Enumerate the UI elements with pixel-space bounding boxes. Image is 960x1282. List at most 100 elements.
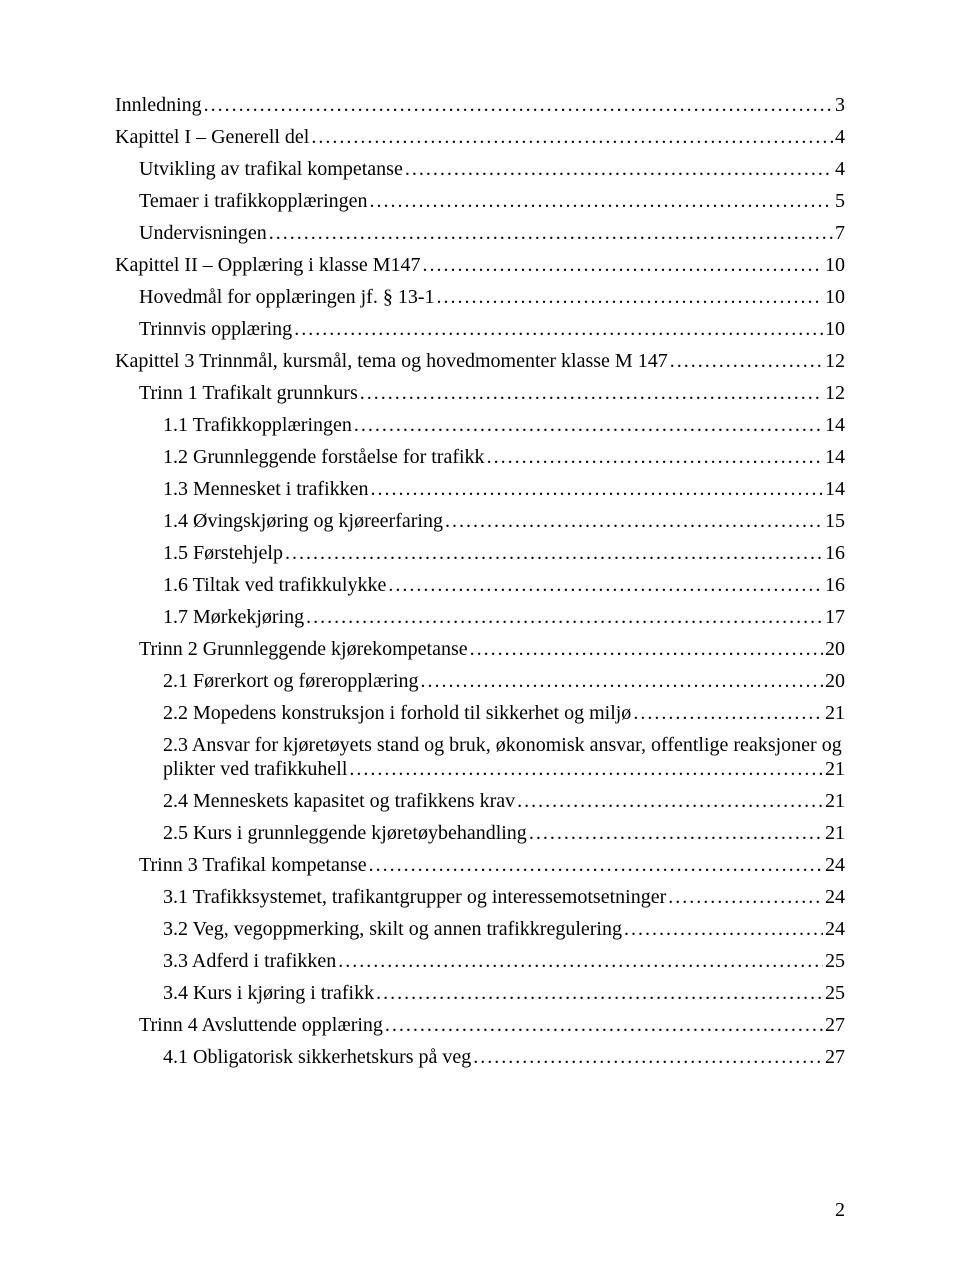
toc-label: 4.1 Obligatorisk sikkerhetskurs på veg — [163, 1047, 471, 1067]
toc-multiline-wrap: 2.3 Ansvar for kjøretøyets stand og bruk… — [163, 735, 845, 779]
toc-label: 1.3 Mennesket i trafikken — [163, 479, 369, 499]
toc-page-number: 20 — [825, 639, 845, 659]
toc-leader-dots — [269, 223, 833, 243]
toc-entry: 2.3 Ansvar for kjøretøyets stand og bruk… — [115, 735, 845, 779]
toc-entry: 2.1 Førerkort og føreropplæring 20 — [115, 671, 845, 691]
toc-entry: 3.4 Kurs i kjøring i trafikk 25 — [115, 983, 845, 1003]
toc-entry: Trinn 4 Avsluttende opplæring 27 — [115, 1015, 845, 1035]
toc-entry: 1.4 Øvingskjøring og kjøreerfaring 15 — [115, 511, 845, 531]
toc-entry: 2.5 Kurs i grunnleggende kjøretøybehandl… — [115, 823, 845, 843]
toc-entry: 2.2 Mopedens konstruksjon i forhold til … — [115, 703, 845, 723]
toc-label: Hovedmål for opplæringen jf. § 13-1 — [139, 287, 435, 307]
toc-entry: 1.1 Trafikkopplæringen 14 — [115, 415, 845, 435]
toc-label: Trinn 3 Trafikal kompetanse — [139, 855, 367, 875]
toc-label: Trinn 2 Grunnleggende kjørekompetanse — [139, 639, 468, 659]
toc-page-number: 12 — [825, 383, 845, 403]
toc-page-number: 12 — [825, 351, 845, 371]
toc-leader-dots — [668, 887, 823, 907]
table-of-contents: Innledning 3Kapittel I – Generell del 4U… — [115, 95, 845, 1067]
toc-label: 2.4 Menneskets kapasitet og trafikkens k… — [163, 791, 515, 811]
toc-label: Undervisningen — [139, 223, 267, 243]
toc-leader-dots — [204, 95, 833, 115]
toc-label: 3.2 Veg, vegoppmerking, skilt og annen t… — [163, 919, 622, 939]
toc-page-number: 21 — [825, 703, 845, 723]
toc-label: 1.4 Øvingskjøring og kjøreerfaring — [163, 511, 443, 531]
toc-entry: Utvikling av trafikal kompetanse 4 — [115, 159, 845, 179]
toc-entry: 3.1 Trafikksystemet, trafikantgrupper og… — [115, 887, 845, 907]
toc-label: 1.6 Tiltak ved trafikkulykke — [163, 575, 386, 595]
toc-leader-dots — [354, 415, 823, 435]
toc-entry: Undervisningen 7 — [115, 223, 845, 243]
toc-entry: Trinn 2 Grunnleggende kjørekompetanse 20 — [115, 639, 845, 659]
toc-entry: Trinn 1 Trafikalt grunnkurs 12 — [115, 383, 845, 403]
toc-entry: 2.4 Menneskets kapasitet og trafikkens k… — [115, 791, 845, 811]
toc-label: Temaer i trafikkopplæringen — [139, 191, 368, 211]
toc-entry: Kapittel II – Opplæring i klasse M147 10 — [115, 255, 845, 275]
toc-label: 2.1 Førerkort og føreropplæring — [163, 671, 419, 691]
toc-page-number: 25 — [825, 951, 845, 971]
toc-page-number: 21 — [825, 791, 845, 811]
toc-entry-continuation: plikter ved trafikkuhell 21 — [163, 759, 845, 779]
toc-entry: 3.2 Veg, vegoppmerking, skilt og annen t… — [115, 919, 845, 939]
toc-page-number: 10 — [825, 255, 845, 275]
toc-entry: 4.1 Obligatorisk sikkerhetskurs på veg 2… — [115, 1047, 845, 1067]
toc-leader-dots — [529, 823, 823, 843]
toc-label: Kapittel II – Opplæring i klasse M147 — [115, 255, 421, 275]
toc-leader-dots — [423, 255, 823, 275]
toc-label: 1.7 Mørkekjøring — [163, 607, 304, 627]
toc-leader-dots — [376, 983, 823, 1003]
toc-leader-dots — [517, 791, 823, 811]
toc-page-number: 16 — [825, 543, 845, 563]
toc-page-number: 3 — [835, 95, 845, 115]
toc-leader-dots — [294, 319, 823, 339]
toc-leader-dots — [670, 351, 823, 371]
toc-leader-dots — [421, 671, 823, 691]
toc-leader-dots — [388, 575, 823, 595]
toc-label: 3.1 Trafikksystemet, trafikantgrupper og… — [163, 887, 666, 907]
toc-entry: 1.6 Tiltak ved trafikkulykke 16 — [115, 575, 845, 595]
toc-page-number: 10 — [825, 319, 845, 339]
toc-page-number: 21 — [825, 823, 845, 843]
toc-leader-dots — [360, 383, 823, 403]
toc-leader-dots — [470, 639, 823, 659]
toc-leader-dots — [405, 159, 833, 179]
toc-label: Trinnvis opplæring — [139, 319, 292, 339]
toc-page-number: 5 — [835, 191, 845, 211]
toc-page-number: 14 — [825, 479, 845, 499]
toc-label: plikter ved trafikkuhell — [163, 759, 347, 779]
toc-entry: 3.3 Adferd i trafikken 25 — [115, 951, 845, 971]
toc-entry: Trinnvis opplæring 10 — [115, 319, 845, 339]
toc-page-number: 21 — [825, 759, 845, 779]
toc-entry: Trinn 3 Trafikal kompetanse 24 — [115, 855, 845, 875]
toc-label: 2.3 Ansvar for kjøretøyets stand og bruk… — [163, 735, 845, 755]
toc-page-number: 27 — [825, 1047, 845, 1067]
toc-page-number: 24 — [825, 855, 845, 875]
toc-leader-dots — [311, 127, 833, 147]
toc-entry: 1.5 Førstehjelp 16 — [115, 543, 845, 563]
toc-page-number: 20 — [825, 671, 845, 691]
toc-page-number: 25 — [825, 983, 845, 1003]
toc-entry: 1.2 Grunnleggende forståelse for trafikk… — [115, 447, 845, 467]
toc-page-number: 24 — [825, 887, 845, 907]
page-number: 2 — [835, 1199, 845, 1222]
toc-leader-dots — [369, 855, 823, 875]
toc-page-number: 4 — [835, 127, 845, 147]
toc-label: Innledning — [115, 95, 202, 115]
toc-page-number: 17 — [825, 607, 845, 627]
toc-leader-dots — [624, 919, 823, 939]
toc-page-number: 10 — [825, 287, 845, 307]
toc-leader-dots — [633, 703, 823, 723]
toc-entry: Kapittel 3 Trinnmål, kursmål, tema og ho… — [115, 351, 845, 371]
toc-leader-dots — [371, 479, 824, 499]
toc-leader-dots — [473, 1047, 823, 1067]
toc-page-number: 14 — [825, 415, 845, 435]
toc-label: 2.2 Mopedens konstruksjon i forhold til … — [163, 703, 631, 723]
toc-label: Trinn 4 Avsluttende opplæring — [139, 1015, 383, 1035]
toc-label: Trinn 1 Trafikalt grunnkurs — [139, 383, 358, 403]
toc-label: 1.1 Trafikkopplæringen — [163, 415, 352, 435]
toc-leader-dots — [445, 511, 823, 531]
document-page: Innledning 3Kapittel I – Generell del 4U… — [0, 0, 960, 1282]
toc-leader-dots — [306, 607, 823, 627]
toc-leader-dots — [487, 447, 823, 467]
toc-page-number: 7 — [835, 223, 845, 243]
